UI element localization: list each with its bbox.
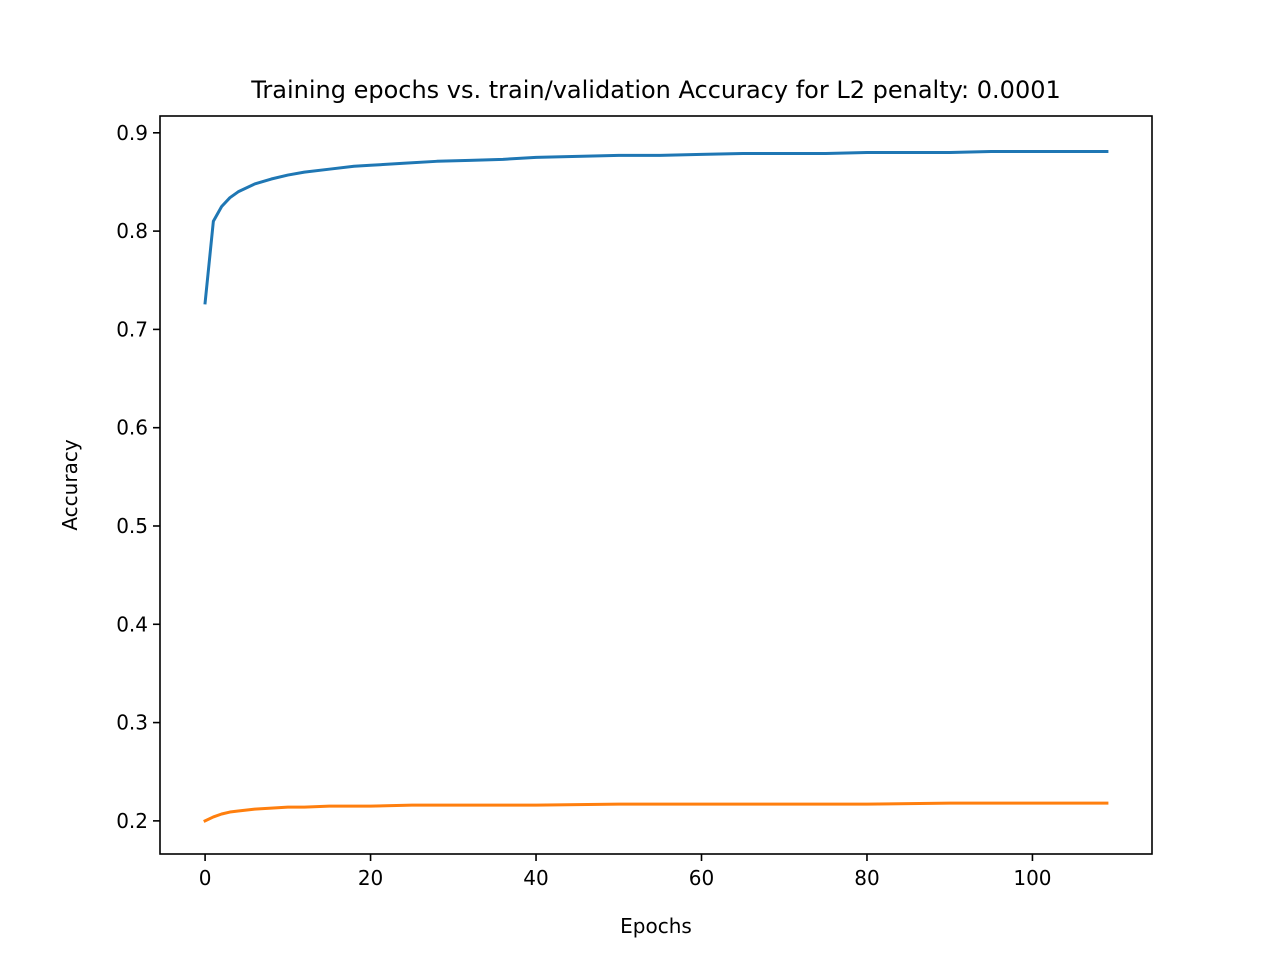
- y-tick-label: 0.9: [116, 121, 148, 145]
- y-tick-label: 0.6: [116, 416, 148, 440]
- plot-frame: [159, 115, 1153, 855]
- chart-title: Training epochs vs. train/validation Acc…: [250, 76, 1061, 104]
- x-tick-label: 20: [358, 866, 383, 890]
- ticks-layer: 0 20 40 60 80 100 0.2 0.3 0.4 0.5 0.6 0.7 0.8 0.9: [116, 121, 1051, 890]
- x-tick-label: 0: [199, 866, 212, 890]
- y-tick-label: 0.2: [116, 809, 148, 833]
- x-tick-label: 60: [689, 866, 714, 890]
- x-tick-label: 100: [1013, 866, 1051, 890]
- series-line-1: [203, 149, 1109, 305]
- y-tick-label: 0.8: [116, 219, 148, 243]
- y-tick-label: 0.4: [116, 612, 148, 636]
- y-tick-label: 0.5: [116, 514, 148, 538]
- x-axis-label: Epochs: [620, 914, 692, 938]
- x-tick-label: 80: [854, 866, 879, 890]
- y-tick-label: 0.7: [116, 317, 148, 341]
- x-tick-label: 40: [523, 866, 548, 890]
- y-axis-label: Accuracy: [58, 439, 82, 530]
- series-line-2: [203, 801, 1109, 823]
- series-layer: [203, 149, 1109, 823]
- y-tick-label: 0.3: [116, 711, 148, 735]
